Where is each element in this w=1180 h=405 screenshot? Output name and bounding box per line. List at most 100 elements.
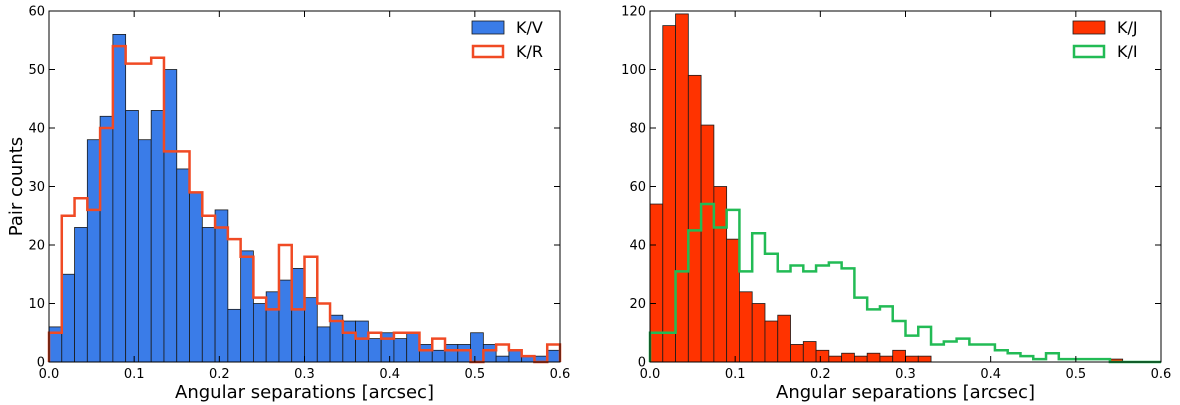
bar-k-v-1 (61, 273, 75, 363)
x-tick-label: 0.6 (1151, 367, 1172, 382)
bar-k-v-10 (176, 168, 190, 363)
right-histogram-panel: 0.0 0.1 0.2 0.3 0.4 0.5 0.6 0 20 40 60 80 100 120 Ang… (621, 5, 1171, 404)
x-tick-label: 0.0 (640, 367, 661, 382)
bar-k-j-6 (726, 238, 740, 363)
bar-k-v-11 (189, 191, 203, 363)
bar-k-v-35 (495, 355, 510, 363)
bar-k-v-4 (99, 115, 114, 363)
step-line-k-i (648, 202, 1161, 364)
bar-k-j-12 (802, 341, 817, 363)
bar-k-v-27 (393, 338, 408, 363)
bar-k-v-6 (125, 110, 139, 363)
x-tick-label: 0.4 (379, 367, 400, 382)
bar-k-v-30 (431, 349, 446, 363)
x-tick-label: 0.4 (980, 367, 1001, 382)
x-tick-label: 0.1 (124, 367, 145, 382)
bar-k-j-14 (828, 355, 843, 363)
y-tick-label: 80 (629, 122, 646, 137)
bar-k-v-31 (444, 344, 459, 363)
x-tick-label: 0.5 (1065, 367, 1086, 382)
bar-k-j-9 (764, 320, 779, 363)
bar-k-v-3 (86, 139, 101, 363)
right-series-layer (648, 13, 1161, 364)
bar-k-v-17 (265, 291, 280, 363)
y-tick-label: 30 (28, 180, 45, 195)
bar-k-v-7 (138, 139, 152, 363)
bar-k-v-28 (406, 332, 420, 363)
bar-k-j-3 (687, 74, 702, 363)
bar-k-j-2 (675, 13, 689, 363)
step-line-k-r (47, 44, 562, 364)
bar-k-v-15 (240, 250, 254, 363)
bar-k-j-16 (854, 355, 868, 363)
bar-k-j-13 (815, 349, 830, 363)
bar-k-j-5 (713, 186, 728, 363)
x-tick-label: 0.6 (550, 367, 571, 382)
left-series-layer (47, 34, 562, 364)
legend-swatch-k-i (1072, 44, 1106, 59)
bar-k-v-16 (252, 303, 267, 363)
x-tick-label: 0.0 (39, 367, 60, 382)
bar-k-j-10 (777, 314, 791, 363)
y-tick-label: 10 (28, 297, 45, 312)
bar-k-v-33 (470, 332, 484, 363)
left-histogram-panel: 0.0 0.1 0.2 0.3 0.4 0.5 0.6 0 10 20 30 40 50 60 Angul… (6, 5, 570, 404)
series-k-v-bars (48, 34, 561, 363)
bar-k-j-11 (790, 344, 804, 363)
bar-k-j-20 (905, 355, 919, 363)
bar-k-v-25 (367, 338, 382, 363)
y-tick-label: 100 (621, 63, 646, 78)
y-tick-label: 0 (638, 356, 646, 371)
y-tick-label: 20 (629, 297, 646, 312)
bar-k-v-12 (201, 227, 216, 363)
right-ticks-layer: 0.0 0.1 0.2 0.3 0.4 0.5 0.6 0 20 40 60 80 100 120 (621, 5, 1171, 383)
bar-k-v-26 (380, 332, 395, 363)
bar-k-j-4 (700, 124, 715, 363)
bar-k-v-18 (278, 279, 293, 363)
legend-label-k-j: K/J (1117, 18, 1138, 37)
bar-k-v-14 (227, 308, 242, 363)
legend-label-k-v: K/V (516, 18, 543, 37)
bar-k-j-0 (649, 203, 664, 363)
y-tick-label: 40 (629, 239, 646, 254)
bar-k-v-32 (457, 344, 471, 363)
bar-k-j-7 (739, 291, 753, 363)
x-tick-label: 0.3 (895, 367, 916, 382)
bar-k-v-20 (304, 297, 318, 363)
bar-k-v-24 (355, 320, 369, 363)
y-tick-label: 60 (629, 180, 646, 195)
bar-k-j-15 (841, 352, 855, 363)
series-k-j-bars (649, 13, 1124, 363)
bar-k-v-23 (342, 320, 357, 363)
bar-k-v-34 (482, 344, 497, 363)
y-tick-label: 20 (28, 239, 45, 254)
right-x-axis-label: Angular separations [arcsec] (776, 382, 1035, 403)
bar-k-v-13 (214, 209, 229, 363)
x-tick-label: 0.2 (209, 367, 230, 382)
bar-k-v-39 (546, 349, 561, 363)
bar-k-v-19 (291, 267, 305, 363)
bar-k-v-8 (150, 110, 165, 363)
legend-label-k-r: K/R (516, 42, 543, 61)
legend-swatch-k-v (471, 20, 505, 35)
right-legend: K/J K/I (1072, 18, 1138, 61)
bar-k-j-1 (662, 25, 676, 363)
bar-k-j-18 (879, 355, 894, 363)
bar-k-v-2 (74, 227, 88, 363)
x-tick-label: 0.2 (810, 367, 831, 382)
bar-k-v-29 (419, 344, 433, 363)
bar-k-j-21 (917, 355, 932, 363)
y-tick-label: 40 (28, 122, 45, 137)
bar-k-j-19 (892, 349, 906, 363)
y-tick-label: 60 (28, 5, 45, 20)
bar-k-v-5 (112, 34, 127, 363)
x-tick-label: 0.3 (294, 367, 315, 382)
bar-k-j-17 (866, 352, 881, 363)
y-tick-label: 50 (28, 63, 45, 78)
legend-label-k-i: K/I (1117, 42, 1138, 61)
bar-k-v-21 (316, 326, 331, 363)
bar-k-j-8 (751, 303, 766, 363)
left-x-axis-label: Angular separations [arcsec] (175, 382, 434, 403)
bar-k-v-9 (163, 69, 178, 363)
